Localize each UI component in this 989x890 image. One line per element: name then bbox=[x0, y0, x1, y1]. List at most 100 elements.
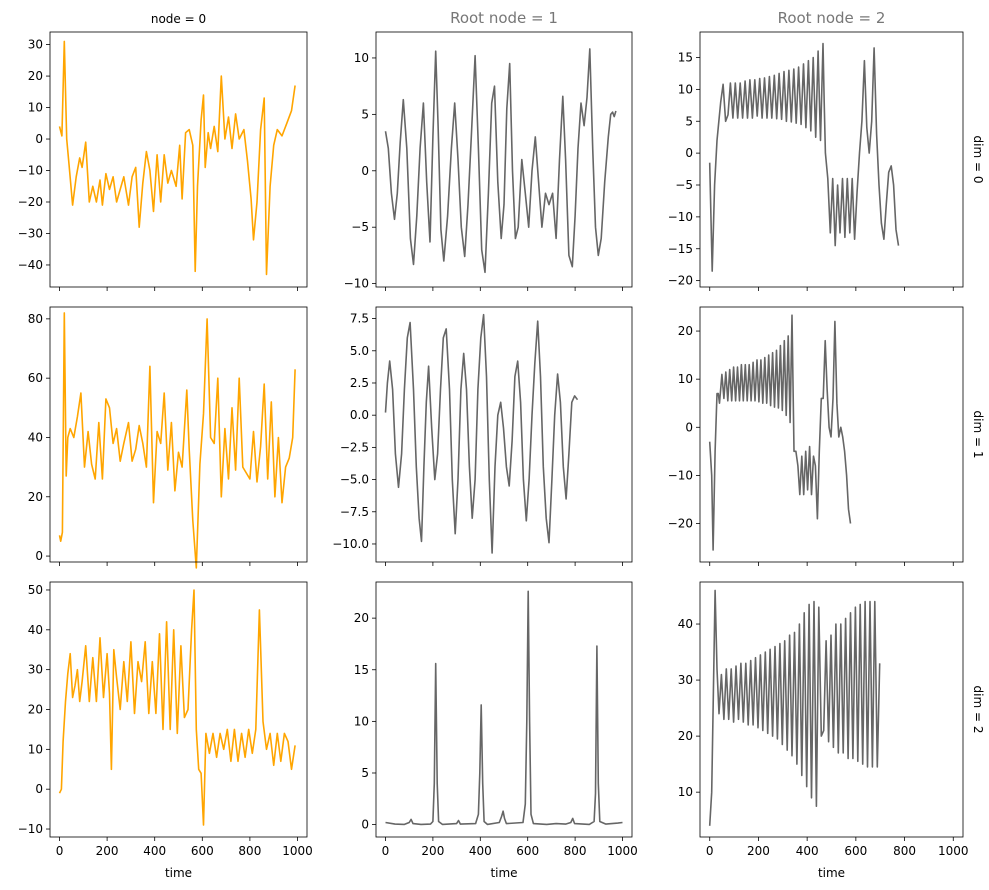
y-tick-label: 10 bbox=[354, 51, 369, 65]
x-tick-label: 600 bbox=[516, 844, 539, 858]
y-tick-label: 20 bbox=[678, 324, 693, 338]
y-tick-label: 10 bbox=[678, 372, 693, 386]
panel-c2-r0: −20 −15 −10 −5 0 5 10 15 bbox=[668, 31, 964, 291]
x-tick-label: 400 bbox=[796, 844, 819, 858]
x-tick-label: 1000 bbox=[282, 844, 313, 858]
y-tick-label: 40 bbox=[28, 623, 43, 637]
y-tick-label: 40 bbox=[678, 617, 693, 631]
y-tick-label: −20 bbox=[668, 274, 693, 288]
series-line bbox=[708, 42, 900, 272]
row-label-2: dim = 2 bbox=[971, 686, 985, 734]
y-tick-label: 2.5 bbox=[350, 376, 369, 390]
y-tick-label: 30 bbox=[28, 38, 43, 52]
row-label-0: dim = 0 bbox=[971, 136, 985, 184]
axes-frame bbox=[699, 306, 964, 563]
y-tick-label: −10 bbox=[18, 822, 43, 836]
y-tick-label: −5.0 bbox=[340, 473, 369, 487]
x-tick-label: 0 bbox=[382, 844, 390, 858]
axes-frame bbox=[375, 581, 633, 838]
y-tick-label: −30 bbox=[18, 226, 43, 240]
y-tick-label: −40 bbox=[18, 258, 43, 272]
axes-frame bbox=[375, 306, 633, 563]
axes-frame bbox=[49, 31, 308, 288]
y-tick-label: 5 bbox=[361, 107, 369, 121]
x-tick-label: 0 bbox=[706, 844, 714, 858]
axes-frame bbox=[49, 306, 308, 563]
y-tick-label: 7.5 bbox=[350, 312, 369, 326]
y-tick-label: 10 bbox=[28, 742, 43, 756]
x-tick-label: 600 bbox=[191, 844, 214, 858]
column-title-1: Root node = 1 bbox=[450, 9, 558, 27]
y-tick-label: 0 bbox=[361, 164, 369, 178]
x-tick-label: 800 bbox=[893, 844, 916, 858]
y-tick-label: −10 bbox=[668, 468, 693, 482]
x-tick-label: 600 bbox=[844, 844, 867, 858]
y-tick-label: 15 bbox=[354, 663, 369, 677]
y-tick-label: −10 bbox=[668, 210, 693, 224]
y-tick-label: −10 bbox=[344, 277, 369, 291]
y-tick-label: 5.0 bbox=[350, 344, 369, 358]
x-tick-label: 400 bbox=[143, 844, 166, 858]
x-axis-label: time bbox=[165, 866, 192, 880]
series-line bbox=[384, 48, 617, 274]
series-line bbox=[385, 590, 623, 826]
series-line bbox=[708, 314, 852, 551]
y-tick-label: 0 bbox=[685, 420, 693, 434]
x-tick-label: 400 bbox=[469, 844, 492, 858]
y-tick-label: 50 bbox=[28, 583, 43, 597]
row-label-1: dim = 1 bbox=[971, 411, 985, 459]
panel-c1-r0: −10 −5 0 5 10 bbox=[344, 31, 633, 291]
series-line bbox=[58, 40, 296, 276]
y-tick-label: 10 bbox=[678, 82, 693, 96]
y-tick-label: 60 bbox=[28, 371, 43, 385]
y-tick-label: 20 bbox=[28, 490, 43, 504]
y-tick-label: 20 bbox=[28, 69, 43, 83]
column-title-2: Root node = 2 bbox=[778, 9, 886, 27]
y-tick-label: 0 bbox=[35, 782, 43, 796]
y-tick-label: −20 bbox=[18, 195, 43, 209]
axes-frame bbox=[699, 581, 964, 838]
y-tick-label: −7.5 bbox=[340, 505, 369, 519]
y-tick-label: 10 bbox=[28, 101, 43, 115]
x-tick-label: 200 bbox=[421, 844, 444, 858]
y-tick-label: −5 bbox=[675, 178, 693, 192]
axes-frame bbox=[375, 31, 633, 288]
y-tick-label: 15 bbox=[678, 51, 693, 65]
y-tick-label: −15 bbox=[668, 242, 693, 256]
y-tick-label: 40 bbox=[28, 430, 43, 444]
x-tick-label: 0 bbox=[56, 844, 64, 858]
series-line bbox=[58, 312, 296, 569]
series-line bbox=[384, 313, 579, 554]
x-tick-label: 1000 bbox=[938, 844, 969, 858]
y-tick-label: 80 bbox=[28, 312, 43, 326]
y-tick-label: −10 bbox=[18, 164, 43, 178]
y-tick-label: −5 bbox=[351, 220, 369, 234]
x-tick-label: 200 bbox=[747, 844, 770, 858]
panel-c1-r1: −10.0 −7.5 −5.0 −2.5 0.0 2.5 5.0 7.5 bbox=[332, 306, 633, 566]
y-tick-label: 20 bbox=[28, 703, 43, 717]
y-tick-label: 5 bbox=[685, 114, 693, 128]
x-tick-label: 1000 bbox=[607, 844, 638, 858]
x-tick-label: 800 bbox=[238, 844, 261, 858]
axes-frame bbox=[699, 31, 964, 288]
panel-c0-r1: 0 20 40 60 80 bbox=[28, 306, 308, 569]
y-tick-label: −20 bbox=[668, 517, 693, 531]
y-tick-label: 10 bbox=[354, 714, 369, 728]
y-tick-label: 0 bbox=[685, 146, 693, 160]
y-tick-label: −10.0 bbox=[332, 537, 369, 551]
y-tick-label: 10 bbox=[678, 785, 693, 799]
y-tick-label: 30 bbox=[28, 663, 43, 677]
y-tick-label: 0 bbox=[35, 132, 43, 146]
panel-c0-r0: −40 −30 −20 −10 0 10 20 30 bbox=[18, 31, 308, 291]
x-axis-label: time bbox=[818, 866, 845, 880]
series-line bbox=[58, 589, 296, 826]
series-line bbox=[708, 589, 881, 826]
y-tick-label: 20 bbox=[354, 611, 369, 625]
y-tick-label: 0 bbox=[361, 818, 369, 832]
column-title-0: node = 0 bbox=[151, 12, 206, 26]
y-tick-label: 30 bbox=[678, 673, 693, 687]
x-tick-label: 800 bbox=[564, 844, 587, 858]
